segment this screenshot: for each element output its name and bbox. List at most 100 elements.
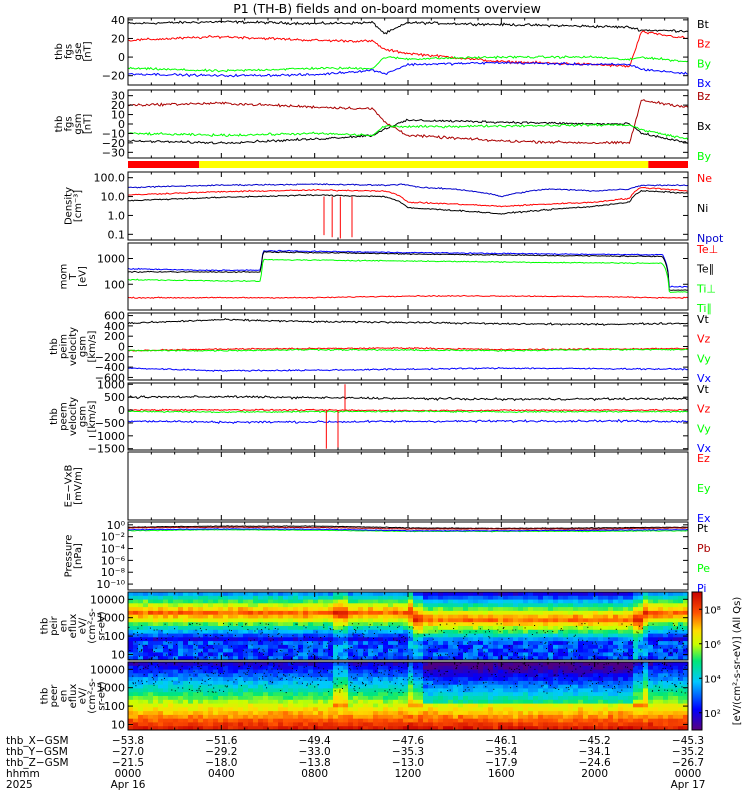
- spectrogram-cell: [283, 637, 289, 642]
- spectrogram-cell: [228, 714, 234, 720]
- spectrogram-cell: [213, 718, 219, 724]
- series-line-blue: [128, 528, 688, 532]
- spectrogram-cell: [333, 644, 339, 650]
- spectrogram-cell: [458, 644, 464, 650]
- spectrogram-cell: [163, 652, 169, 657]
- spectrogram-cell: [218, 652, 224, 657]
- spectrogram-cell: [543, 622, 549, 627]
- spectrogram-cell: [573, 696, 579, 701]
- spectrogram-cell: [443, 722, 449, 727]
- spectrogram-cell: [198, 662, 204, 667]
- spectrogram-cell: [213, 711, 219, 716]
- spectrogram-cell: [338, 648, 344, 654]
- spectrogram-cell: [228, 688, 234, 693]
- spectrogram-cell: [453, 703, 459, 708]
- spectrogram-cell: [343, 610, 349, 616]
- spectrogram-cell: [468, 614, 474, 620]
- spectrogram-cell: [168, 726, 174, 730]
- spectrogram-cell: [498, 684, 504, 690]
- spectrogram-cell: [398, 711, 404, 716]
- spectrogram-cell: [363, 722, 369, 727]
- spectrogram-cell: [333, 714, 339, 720]
- spectrogram-cell: [298, 673, 304, 678]
- spectrogram-cell: [168, 603, 174, 608]
- spectrogram-noise: [545, 641, 547, 643]
- spectrogram-cell: [533, 680, 539, 686]
- spectrogram-cell: [188, 644, 194, 650]
- spectrogram-cell: [493, 607, 499, 612]
- spectrogram-cell: [463, 603, 469, 608]
- spectrogram-cell: [518, 677, 524, 682]
- y-tick-label: 0: [118, 118, 125, 131]
- spectrogram-cell: [213, 714, 219, 720]
- spectrogram-noise: [134, 641, 136, 643]
- spectrogram-cell: [648, 652, 654, 657]
- spectrogram-cell: [378, 662, 384, 667]
- spectrogram-cell: [238, 726, 244, 730]
- spectrogram-cell: [473, 726, 479, 730]
- spectrogram-cell: [403, 603, 409, 608]
- spectrogram-cell: [478, 714, 484, 720]
- spectrogram-cell: [333, 603, 339, 608]
- spectrogram-cell: [493, 680, 499, 686]
- spectrogram-cell: [488, 684, 494, 690]
- spectrogram-cell: [373, 626, 379, 631]
- spectrogram-cell: [428, 633, 434, 638]
- spectrogram-cell: [243, 614, 249, 620]
- spectrogram-cell: [253, 644, 259, 650]
- spectrogram-noise: [574, 634, 576, 636]
- spectrogram-cell: [353, 595, 359, 601]
- spectrogram-cell: [223, 692, 229, 697]
- spectrogram-noise: [667, 649, 669, 651]
- spectrogram-cell: [163, 622, 169, 627]
- spectrogram-cell: [558, 648, 564, 654]
- spectrogram-cell: [128, 592, 134, 597]
- spectrogram-cell: [663, 656, 669, 660]
- spectrogram-cell: [633, 626, 639, 631]
- spectrogram-cell: [638, 592, 644, 597]
- spectrogram-cell: [338, 726, 344, 730]
- spectrogram-cell: [673, 607, 679, 612]
- spectrogram-cell: [253, 726, 259, 730]
- spectrogram-cell: [608, 722, 614, 727]
- spectrogram-cell: [268, 610, 274, 616]
- spectrogram-cell: [533, 684, 539, 690]
- spectrogram-noise: [423, 634, 425, 636]
- spectrogram-cell: [553, 707, 559, 712]
- spectrogram-cell: [468, 677, 474, 682]
- spectrogram-cell: [618, 599, 624, 604]
- spectrogram-noise: [194, 657, 196, 659]
- spectrogram-cell: [603, 722, 609, 727]
- spectrogram-cell: [188, 633, 194, 638]
- spectrogram-cell: [488, 680, 494, 686]
- spectrogram-cell: [558, 614, 564, 620]
- spectrogram-cell: [238, 722, 244, 727]
- spectrogram-cell: [433, 718, 439, 724]
- spectrogram-noise: [205, 656, 207, 658]
- spectrogram-cell: [133, 669, 139, 674]
- spectrogram-cell: [343, 711, 349, 716]
- spectrogram-cell: [543, 652, 549, 657]
- spectrogram-cell: [208, 592, 214, 597]
- spectrogram-cell: [388, 626, 394, 631]
- legend-entry: Ez: [697, 452, 710, 465]
- spectrogram-cell: [608, 703, 614, 708]
- spectrogram-cell: [478, 699, 484, 705]
- spectrogram-cell: [303, 622, 309, 627]
- spectrogram-noise: [676, 647, 678, 649]
- spectrogram-cell: [568, 610, 574, 616]
- spectrogram-noise: [141, 649, 143, 651]
- spectrogram-cell: [308, 607, 314, 612]
- spectrogram-cell: [378, 618, 384, 623]
- spectrogram-cell: [248, 614, 254, 620]
- spectrogram-cell: [428, 656, 434, 660]
- spectrogram-cell: [503, 692, 509, 697]
- spectrogram-cell: [253, 703, 259, 708]
- spectrogram-cell: [328, 673, 334, 678]
- spectrogram-cell: [213, 648, 219, 654]
- spectrogram-cell: [588, 669, 594, 674]
- spectrogram-cell: [538, 637, 544, 642]
- spectrogram-cell: [253, 673, 259, 678]
- spectrogram-cell: [248, 680, 254, 686]
- spectrogram-cell: [433, 692, 439, 697]
